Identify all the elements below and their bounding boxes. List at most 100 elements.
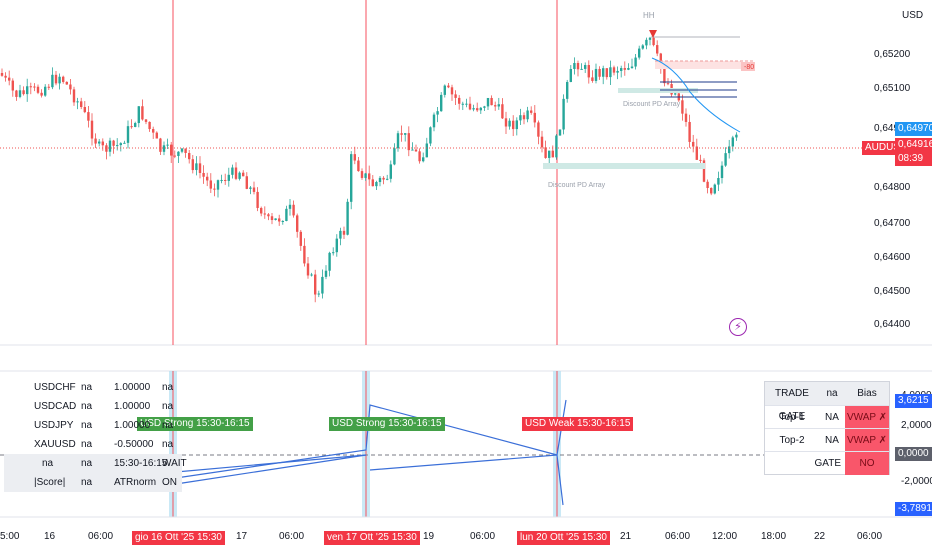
candle-body: [101, 141, 104, 146]
candle-body: [450, 87, 454, 95]
candle-body: [285, 208, 288, 222]
candle-body: [245, 176, 248, 189]
pairs-table-cell: 15:30-16:15: [114, 458, 168, 469]
candle-body: [126, 126, 130, 143]
candle-body: [98, 141, 101, 144]
candle-body: [260, 207, 263, 214]
candle-body: [288, 204, 292, 209]
pairs-table-cell: na: [42, 458, 54, 469]
candle-body: [468, 103, 472, 110]
candle-body: [357, 160, 360, 172]
candle-body: [724, 153, 727, 166]
candle-body: [119, 143, 122, 146]
trade-gate-cell: VWAP ✗: [845, 429, 889, 452]
candle-body: [137, 106, 140, 124]
candle-body: [213, 188, 216, 190]
signal-tag-strong-1[interactable]: USD Strong 15:30-16:15: [137, 417, 253, 431]
candle-body: [645, 39, 648, 46]
candle-body: [591, 77, 594, 81]
candle-body: [47, 86, 50, 88]
candle-body: [688, 121, 691, 142]
candle-body: [188, 152, 191, 160]
time-tick: 22: [814, 531, 826, 542]
candle-body: [717, 178, 720, 185]
candle-body: [29, 86, 32, 88]
candle-body: [537, 122, 540, 137]
candle-body: [87, 112, 90, 121]
pairs-table-row: XAUUSD na -0.50000 na: [4, 435, 182, 454]
candle-body: [634, 57, 637, 67]
trade-gate-table: TRADE GATE na Bias weak Top-1 NA VWAP ✗ …: [764, 381, 890, 475]
price-axis[interactable]: 0,65200 0,65100 0,64900 0,64800 0,64700 0,646…: [874, 49, 911, 330]
candle-body: [501, 104, 504, 119]
signal-tag-weak[interactable]: USD Weak 15:30-16:15: [522, 417, 634, 431]
candle-body: [274, 218, 277, 221]
trade-gate-cell: VWAP ✗: [845, 406, 889, 429]
trade-gate-result: NO: [845, 452, 889, 475]
vwap-price-badge: 0,64970: [895, 122, 932, 136]
candle-body: [227, 174, 230, 181]
candle-body: [494, 105, 497, 107]
candle-body: [83, 107, 86, 113]
candle-body: [389, 164, 392, 179]
candle-body: [432, 114, 436, 128]
last-price: 0,64916: [898, 139, 932, 150]
pairs-table-row: USDCHF na 1.00000 na: [4, 378, 182, 397]
signal-tag-strong-2[interactable]: USD Strong 15:30-16:15: [329, 417, 445, 431]
time-axis[interactable]: 5:00 16 06:00 17 06:00 19 06:00 21 06:00 12:00 18:…: [0, 531, 882, 542]
session-lines: [172, 0, 558, 345]
discount-pd-array-label-2: Discount PD Array: [623, 101, 681, 108]
candle-body: [162, 145, 166, 152]
discount-pd-array-label: Discount PD Array: [548, 182, 606, 189]
candle-body: [533, 112, 536, 123]
candle-body: [396, 133, 400, 149]
candle-body: [530, 110, 533, 113]
candle-body: [342, 230, 346, 235]
candle-body: [576, 62, 580, 70]
candle-body: [504, 118, 508, 127]
flash-icon[interactable]: ⚡: [729, 318, 747, 336]
trade-gate-bias: Bias weak: [845, 382, 889, 422]
candle-body: [458, 97, 461, 104]
pairs-table-cell: ON: [162, 477, 177, 488]
candle-body: [515, 120, 518, 130]
time-tick: 06:00: [470, 531, 495, 542]
price-tick: 0,64700: [874, 218, 911, 229]
pairs-table-cell: USDCAD: [34, 401, 77, 412]
candle-body: [648, 37, 652, 40]
candle-body: [630, 66, 634, 69]
trade-gate-cell: Top-1: [779, 412, 805, 423]
candle-body: [548, 150, 551, 158]
candle-body: [324, 270, 328, 277]
candle-body: [454, 94, 457, 98]
candle-body: [461, 103, 464, 105]
candle-body: [638, 48, 641, 58]
pairs-table-cell: na: [81, 477, 93, 488]
candle-body: [386, 178, 389, 180]
candle-body: [238, 172, 241, 179]
candle-body: [141, 106, 144, 120]
pairs-table-cell: 1.00000: [114, 382, 151, 393]
candle-body: [62, 76, 65, 82]
candle-body: [44, 86, 47, 96]
candle-body: [166, 144, 169, 146]
trade-gate-header-row: TRADE GATE na Bias weak: [765, 382, 889, 422]
trade-gate-cell: na: [819, 382, 845, 405]
pairs-table-row: USDCAD na 1.00000 na: [4, 397, 182, 416]
candle-body: [256, 191, 259, 208]
candle-body: [4, 75, 7, 78]
candle-body: [40, 92, 43, 96]
candle-body: [0, 73, 4, 76]
candle-body: [512, 120, 515, 130]
hh-marker: [649, 30, 657, 38]
candle-body: [263, 213, 266, 215]
pairs-table-cell: WAIT: [162, 458, 187, 469]
time-badge-3: lun 20 Ott '25 15:30: [517, 531, 610, 545]
candle-body: [713, 184, 716, 194]
currency-label[interactable]: USD: [902, 10, 924, 21]
time-tick: 5:00: [0, 531, 20, 542]
candle-body: [51, 74, 54, 88]
candle-body: [594, 68, 598, 81]
candle-body: [555, 135, 558, 158]
